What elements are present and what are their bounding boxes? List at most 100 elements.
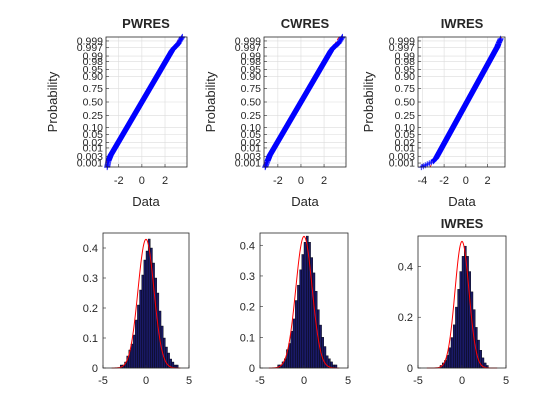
probplot-points (418, 35, 504, 171)
histogram-ytick-label: 0.3 (240, 271, 255, 283)
histogram-bar (301, 254, 305, 369)
probplot-ytick-label: 0.02 (83, 137, 104, 149)
probplot-ytick-label: 0.02 (241, 137, 262, 149)
probplot-ytick-label: 0.999 (77, 35, 103, 47)
probplot-ytick-label: 0.01 (241, 142, 262, 154)
probplot-marker (338, 34, 345, 41)
histogram-ytick-label: 0.2 (83, 303, 98, 315)
probplot-title: CWRES (281, 16, 330, 31)
probplot-ytick-label: 0.99 (241, 51, 262, 63)
histogram-bar (297, 284, 300, 369)
histogram-title: IWRES (441, 216, 484, 231)
probplot-xtick-label: 0 (463, 175, 469, 187)
probplot-ytick-label: 0.999 (389, 35, 415, 47)
probplot-ytick-labels: 0.0010.0030.010.020.050.100.250.500.750.… (77, 35, 103, 169)
probplot-ytick-label: 0.003 (389, 151, 415, 163)
histogram-xtick-label: 5 (503, 375, 509, 387)
probplot-ylabel: Probability (361, 71, 376, 132)
probplot-ytick-label: 0.003 (77, 151, 103, 163)
probplot-xlabel: Data (291, 194, 319, 209)
histogram-bar (457, 289, 461, 369)
histogram-axes-box (259, 232, 349, 369)
probplot-ytick-label: 0.02 (395, 137, 416, 149)
probplot-ytick-labels: 0.0010.0030.010.020.050.100.250.500.750.… (235, 35, 261, 169)
histogram-ytick-label: 0 (249, 363, 255, 375)
histogram-bar (312, 272, 316, 369)
histogram-xtick-label: 5 (345, 375, 351, 387)
histogram-pdf-line (426, 240, 498, 369)
probplot-axes-box (417, 36, 506, 168)
probplot-ytick-label: 0.997 (235, 42, 261, 54)
probplot-xtick-label: -2 (114, 175, 124, 187)
histogram-bar (306, 235, 309, 369)
histogram-xtick-label: -5 (413, 375, 423, 387)
histogram-ytick-label: 0.1 (83, 333, 98, 345)
histogram-bar (321, 337, 325, 369)
histogram-bar (139, 289, 142, 369)
probplot-ytick-label: 0.98 (241, 56, 262, 68)
probplot-ytick-label: 0.01 (395, 142, 416, 154)
probplot-title: PWRES (122, 16, 170, 31)
probplot-ytick-label: 0.997 (77, 42, 103, 54)
probplot-ytick-label: 0.75 (241, 83, 262, 95)
histogram-bars (119, 238, 179, 369)
probplot-ytick-label: 0.05 (83, 129, 104, 141)
histogram-xtick-label: 5 (186, 375, 192, 387)
probplot-ytick-label: 0.50 (395, 97, 416, 109)
probplot-ytick-label: 0.25 (395, 110, 416, 122)
probplot-ytick-label: 0.10 (241, 122, 262, 134)
probplot-ytick-label: 0.997 (389, 42, 415, 54)
probplot-ytick-label: 0.95 (241, 64, 262, 76)
probplot-xtick-labels: -4 -2 0 2 (417, 175, 490, 187)
histogram-bar (453, 324, 456, 369)
probplot-ylabel: Probability (45, 71, 60, 132)
probplot-xtick-label: 0 (298, 175, 304, 187)
probplot-ytick-labels: 0.0010.0030.010.020.050.100.250.500.750.… (389, 35, 415, 169)
probplot-ytick-label: 0.001 (389, 158, 415, 170)
histogram-bar (299, 269, 303, 369)
histogram-ytick-label: 0.4 (83, 243, 98, 255)
histogram-panel-1: 00.10.20.30.4 -5 0 5 (83, 232, 192, 387)
probplot-panel-pwres: PWRES 0.0010.0030.010.020.050.100.250.50… (45, 16, 188, 209)
histogram-pdf-curve (268, 235, 340, 369)
probplot-xtick-label: 2 (321, 175, 327, 187)
probplot-ytick-label: 0.05 (395, 129, 416, 141)
probplot-ytick-label: 0.99 (395, 51, 416, 63)
histogram-bar (290, 330, 294, 369)
histogram-bar (461, 256, 465, 369)
histogram-bar (477, 339, 480, 369)
histogram-bar (135, 319, 138, 369)
histogram-axes-box (102, 232, 190, 369)
histogram-bar (145, 250, 149, 369)
histogram-ytick-label: 0.1 (240, 332, 255, 344)
probplot-ytick-label: 0.001 (77, 158, 103, 170)
probplot-xtick-label: 0 (139, 175, 145, 187)
probplot-ytick-label: 0.75 (83, 83, 104, 95)
histogram-pdf-line (111, 238, 181, 369)
histogram-ytick-label: 0 (407, 363, 413, 375)
histogram-ytick-label: 0.3 (83, 273, 98, 285)
probplot-xtick-label: -2 (273, 175, 283, 187)
probplot-ytick-label: 0.05 (241, 129, 262, 141)
probplot-title: IWRES (441, 16, 484, 31)
histogram-bar (450, 337, 454, 369)
histogram-pdf-curve (111, 238, 181, 369)
probplot-xtick-label: 2 (162, 175, 168, 187)
histogram-xtick-label: -5 (255, 375, 265, 387)
probplot-xtick-labels: -2 0 2 (273, 175, 327, 187)
probplot-points (262, 33, 346, 171)
histogram-ytick-labels: 0 0.1 0.2 0.3 0.4 (240, 240, 263, 375)
probplot-ytick-label: 0.999 (235, 35, 261, 47)
probplot-xlabel: Data (448, 194, 476, 209)
histogram-axes-box (417, 235, 507, 369)
histogram-bar (448, 347, 452, 369)
histogram-ytick-label: 0.4 (398, 261, 413, 273)
histogram-bar (459, 271, 463, 369)
probplot-ytick-label: 0.99 (83, 51, 104, 63)
probplot-ytick-label: 0.90 (241, 71, 262, 83)
histogram-xtick-label: -5 (98, 375, 108, 387)
probplot-ytick-label: 0.01 (83, 142, 104, 154)
histogram-ytick-label: 0.4 (240, 240, 255, 252)
probplot-ytick-label: 0.95 (83, 64, 104, 76)
probplot-marker (178, 34, 185, 41)
